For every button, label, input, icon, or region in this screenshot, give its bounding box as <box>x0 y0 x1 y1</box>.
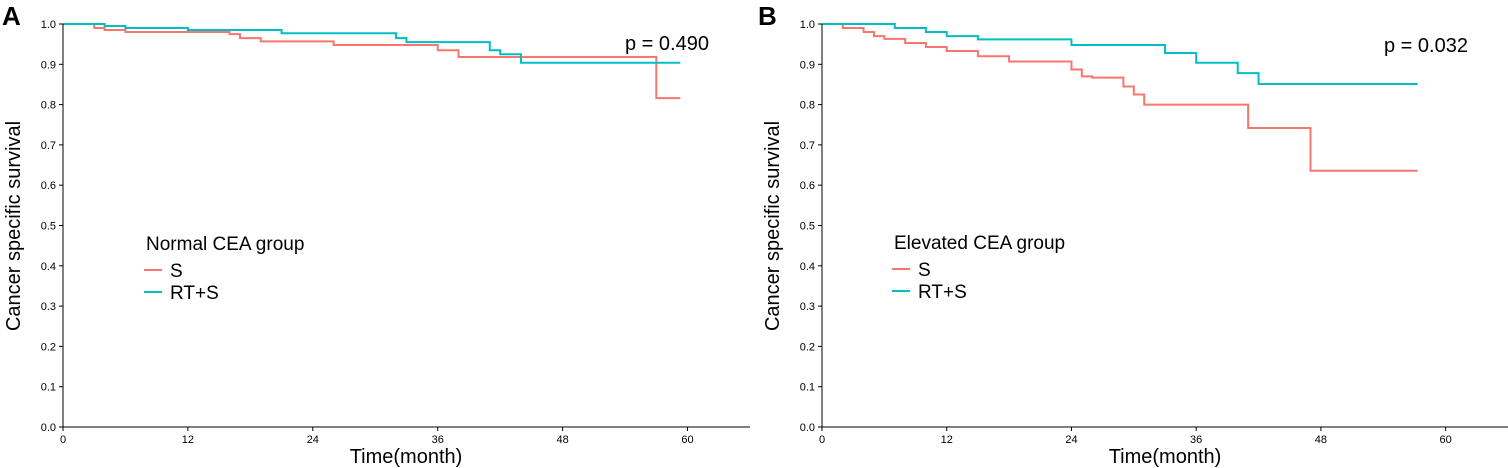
panel-b-y-tick-label: 0.0 <box>800 422 815 434</box>
panel-b-x-tick-label: 12 <box>941 434 953 446</box>
panel-a-y-tick-label: 0.0 <box>41 422 56 434</box>
panel-a-y-tick-label: 0.5 <box>41 221 56 233</box>
panel-a-pvalue: p = 0.490 <box>625 33 709 55</box>
panel-b-curve-rts <box>822 23 1418 86</box>
panel-a-y-tick-label: 0.4 <box>41 261 56 273</box>
panel-a-curve-s <box>63 23 681 100</box>
panel-b-x-tick-label: 36 <box>1190 434 1202 446</box>
panel-b-y-axis-title: Cancer specific survival <box>762 121 784 331</box>
panel-b-legend-label-s: S <box>918 260 931 281</box>
panel-a-y-tick-label: 1.0 <box>41 19 56 31</box>
panel-b-curve-s <box>822 23 1418 172</box>
panel-a-x-tick-label: 60 <box>681 434 693 446</box>
panel-a-x-tick-label: 48 <box>557 434 569 446</box>
panel-b-y-tick-label: 0.4 <box>800 261 815 273</box>
panel-a-y-tick-label: 0.3 <box>41 301 56 313</box>
panel-a-y-tick-label: 0.8 <box>41 100 56 112</box>
panel-a-x-tick-label: 0 <box>60 434 66 446</box>
panel-a-x-tick-label: 36 <box>432 434 444 446</box>
panel-b-y-tick-label: 0.7 <box>800 140 815 152</box>
panel-b-x-tick-label: 0 <box>819 434 825 446</box>
panel-b-y-tick-label: 0.3 <box>800 301 815 313</box>
panel-b: B Cancer specific survival Time(month) 0… <box>758 1 1508 468</box>
panel-a-y-tick-label: 0.9 <box>41 59 56 71</box>
panel-a-x-axis-title: Time(month) <box>350 446 463 468</box>
panel-a-y-axis-title: Cancer specific survival <box>3 121 25 331</box>
panel-b-pvalue: p = 0.032 <box>1384 35 1468 57</box>
panel-b-y-tick-label: 0.6 <box>800 180 815 192</box>
panel-a-legend-label-s: S <box>170 261 183 282</box>
panel-b-legend-label-rts: RT+S <box>918 282 967 303</box>
panel-b-x-tick-label: 60 <box>1440 434 1452 446</box>
panel-a-y-tick-label: 0.7 <box>41 140 56 152</box>
panel-a-y-tick-label: 0.6 <box>41 180 56 192</box>
panel-a-x-tick-label: 12 <box>182 434 194 446</box>
panel-a-legend-title: Normal CEA group <box>146 234 304 255</box>
panel-a-legend-label-rts: RT+S <box>170 283 219 304</box>
panel-b-y-tick-label: 1.0 <box>800 19 815 31</box>
panel-a-y-tick-label: 0.2 <box>41 341 56 353</box>
panel-a-y-tick-label: 0.1 <box>41 382 56 394</box>
panel-a-x-tick-label: 24 <box>307 434 319 446</box>
panel-b-y-tick-label: 0.8 <box>800 100 815 112</box>
panel-b-x-tick-label: 48 <box>1315 434 1327 446</box>
panel-b-letter: B <box>758 1 777 31</box>
panel-b-x-axis-title: Time(month) <box>1109 446 1222 468</box>
panel-b-y-tick-label: 0.2 <box>800 341 815 353</box>
panel-b-y-tick-label: 0.5 <box>800 221 815 233</box>
panel-b-y-tick-label: 0.1 <box>800 382 815 394</box>
panel-a-letter: A <box>2 1 21 31</box>
panel-a-curve-rts <box>63 23 681 64</box>
panel-b-y-tick-label: 0.9 <box>800 59 815 71</box>
panel-b-x-tick-label: 24 <box>1065 434 1077 446</box>
panel-b-legend-title: Elevated CEA group <box>894 233 1065 254</box>
panel-a: A Cancer specific survival Time(month) 0… <box>2 1 750 468</box>
